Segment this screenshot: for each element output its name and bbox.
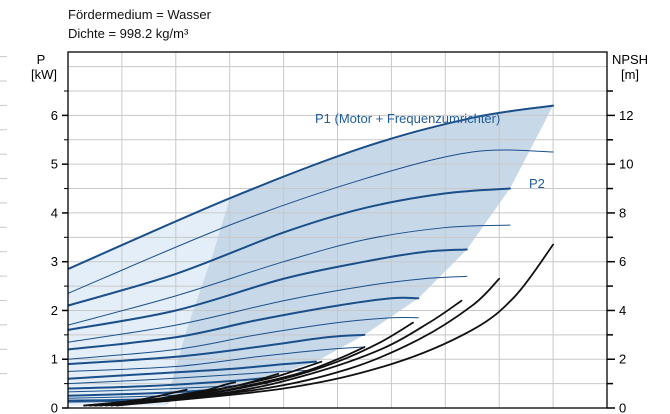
left-tick-label: 2: [51, 303, 58, 318]
curves: [68, 104, 555, 407]
p1-curve-4: [68, 248, 468, 331]
left-edge-ticks: [0, 56, 7, 375]
p2-curve-5: [68, 275, 468, 343]
left-tick-label: 5: [51, 157, 58, 172]
right-tick-label: 6: [619, 254, 626, 269]
left-tick-label: 6: [51, 108, 58, 123]
npsh-curve-18: [115, 243, 554, 407]
p1-curve-label: P1 (Motor + Frequenzumrichter): [315, 111, 500, 126]
p2-curve-3: [68, 224, 511, 326]
right-axis-label-symbol: NPSH: [612, 52, 648, 67]
npsh-curve-26: [83, 388, 188, 407]
plot-frame: [67, 51, 608, 409]
left-axis: 0 1 2 3 4 5 6: [51, 90, 68, 414]
operating-envelope: [165, 105, 554, 406]
p1-curve-6: [68, 296, 420, 351]
efficiency-regions: [68, 105, 554, 406]
right-axis-label-unit: [m]: [621, 67, 639, 82]
left-tick-label: 1: [51, 352, 58, 367]
right-tick-label: 8: [619, 205, 626, 220]
left-axis-label-symbol: P: [37, 52, 46, 67]
left-tick-label: 3: [51, 254, 58, 269]
p1-curve-10: [68, 360, 317, 380]
left-axis-label-unit: [kW]: [31, 67, 57, 82]
left-region: [68, 198, 230, 406]
right-tick-label: 0: [619, 401, 626, 414]
p2-curve-7: [68, 316, 419, 360]
p2-curve-9: [68, 346, 365, 372]
left-tick-label: 4: [51, 205, 58, 220]
grid: [68, 52, 607, 408]
p2-curve-1: [68, 149, 554, 294]
right-tick-label: 2: [619, 352, 626, 367]
right-tick-label: 12: [619, 108, 633, 123]
left-tick-label: 0: [51, 401, 58, 414]
right-axis: 0 2 4 6 8 10 12: [607, 90, 633, 414]
p1-curve-8: [68, 333, 366, 366]
right-tick-label: 4: [619, 303, 626, 318]
right-tick-label: 10: [619, 157, 633, 172]
p1-curve-0: [68, 104, 555, 271]
p2-curve-label: P2: [529, 176, 545, 191]
medium-note: Fördermedium = Wasser: [68, 7, 211, 22]
npsh-curve-25: [83, 381, 236, 407]
density-note: Dichte = 998.2 kg/m³: [68, 26, 189, 41]
p1-curve-2: [68, 187, 511, 307]
p1-curve-12: [68, 376, 269, 390]
